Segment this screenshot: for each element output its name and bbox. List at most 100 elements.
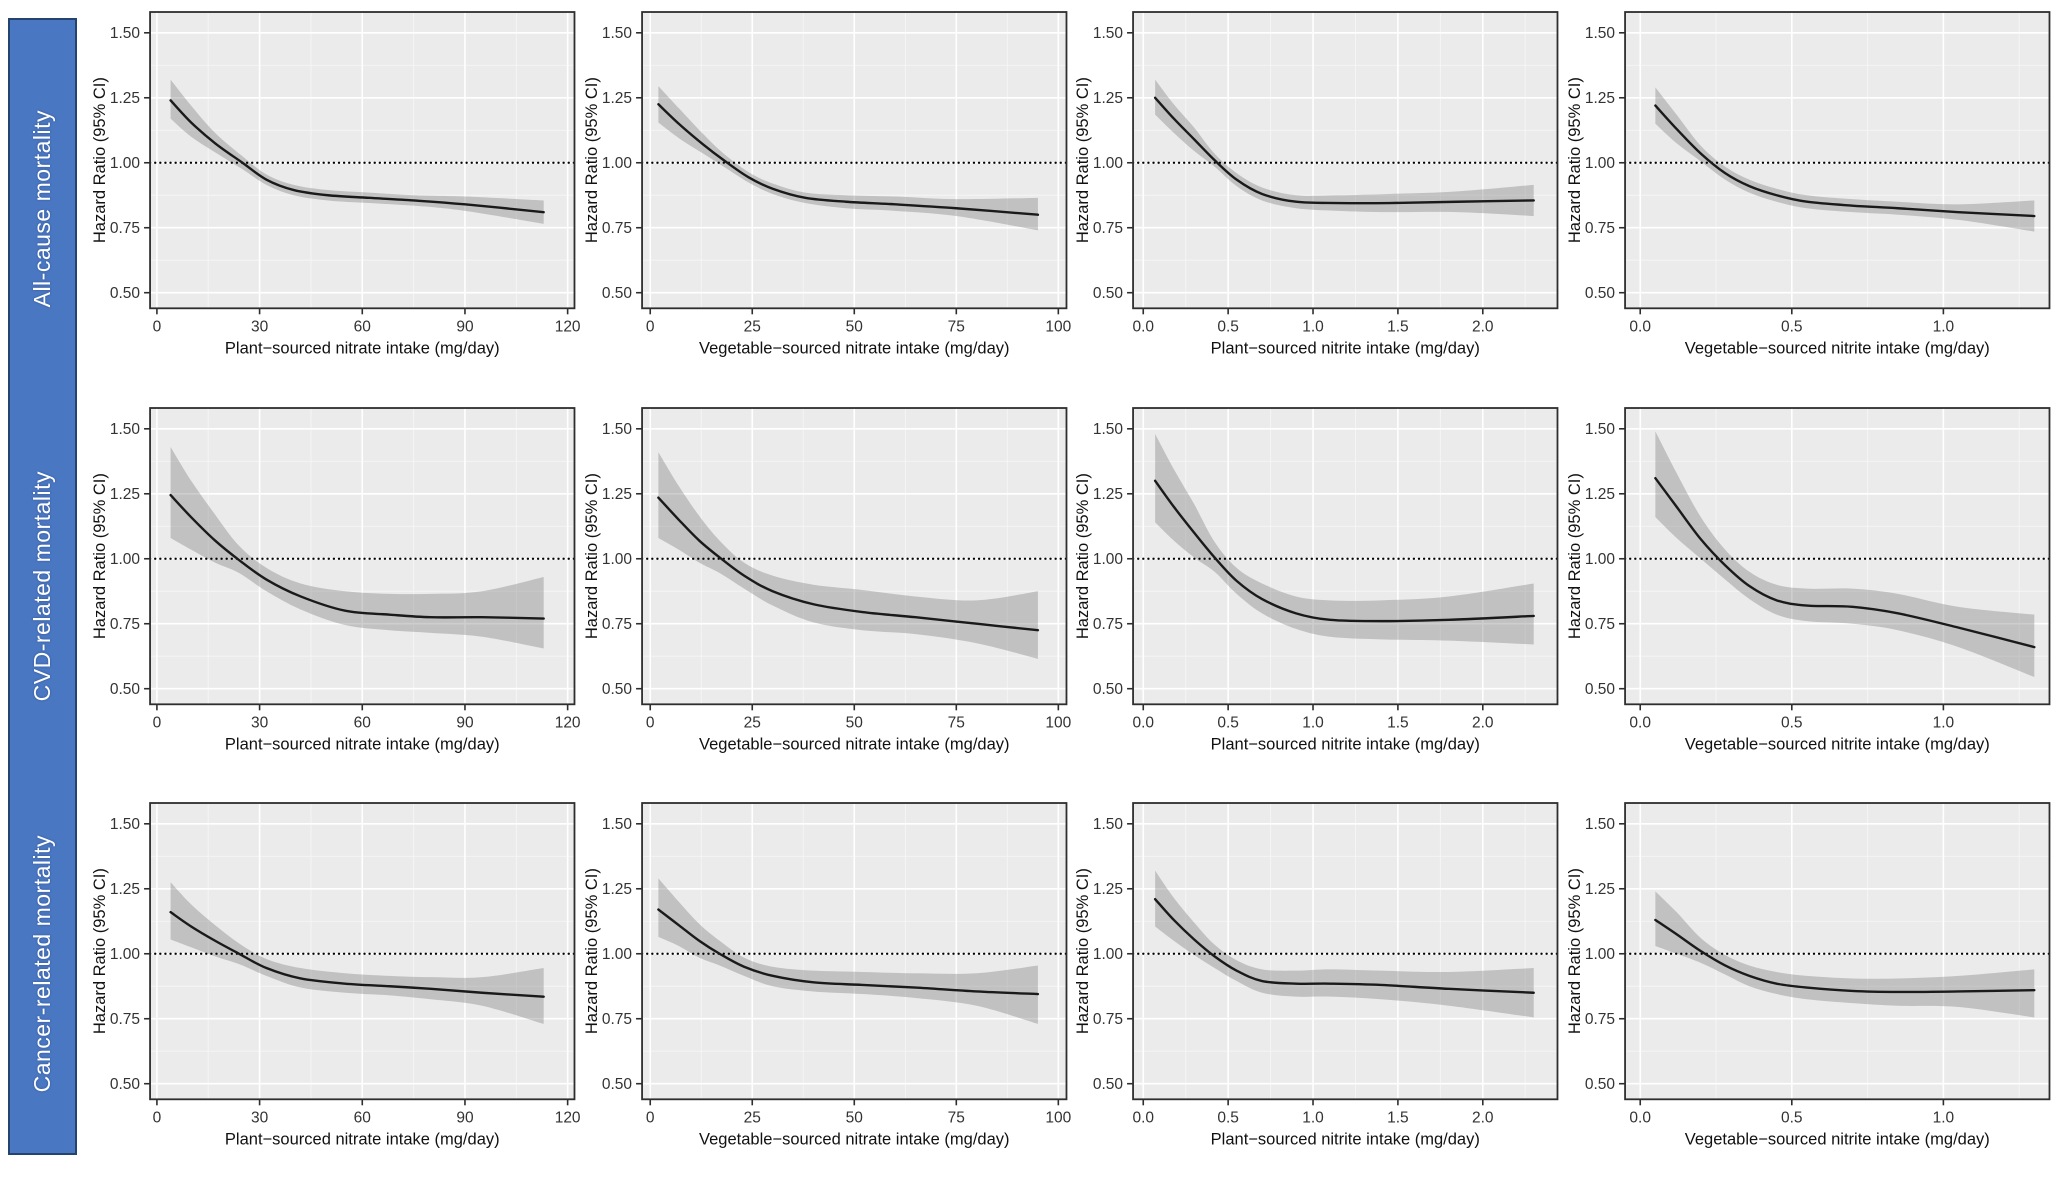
hr-panel-r2c2: 0.50 0.75 1.00 1.25 1.50 0 25 50 75 100 Vegetable−…: [583, 406, 1071, 753]
y-tick-label: 1.00: [110, 551, 141, 568]
hr-curve: [1153, 898, 1535, 995]
y-tick-label: 1.25: [1584, 486, 1614, 503]
x-axis-label: Vegetable−sourced nitrite intake (mg/day…: [1684, 1131, 1989, 1149]
x-axis-ticks: 0 25 50 75 100: [645, 308, 1071, 335]
x-tick-label: 0.5: [1781, 318, 1803, 335]
x-tick-label: 0.0: [1629, 714, 1651, 731]
y-tick-label: 0.50: [1584, 285, 1615, 302]
y-tick-label: 1.25: [601, 882, 631, 899]
y-tick-label: 1.25: [1584, 90, 1614, 107]
ci-ribbon: [657, 878, 1038, 1025]
ci-ribbon: [1155, 79, 1534, 217]
y-axis-label: Hazard Ratio (95% CI): [91, 77, 109, 243]
x-tick-label: 90: [456, 714, 474, 731]
y-axis-label: Hazard Ratio (95% CI): [1566, 868, 1584, 1034]
x-tick-label: 30: [251, 714, 269, 731]
y-tick-label: 1.25: [1584, 882, 1614, 899]
row-strip-cancer-related-mortality: Cancer-related mortality: [10, 775, 75, 1153]
x-tick-label: 60: [354, 318, 372, 335]
panel-background: [1133, 407, 1558, 704]
y-axis-ticks: 0.50 0.75 1.00 1.25 1.50: [601, 421, 642, 698]
y-tick-label: 1.00: [1584, 551, 1615, 568]
x-axis-ticks: 0 30 60 90 120: [153, 308, 581, 335]
y-axis-ticks: 0.50 0.75 1.00 1.25 1.50: [1584, 421, 1625, 698]
x-tick-label: 0.5: [1217, 318, 1239, 335]
y-tick-label: 1.50: [601, 817, 632, 834]
y-tick-label: 1.25: [1093, 486, 1123, 503]
x-tick-label: 0.5: [1217, 714, 1239, 731]
x-axis-ticks: 0.0 0.5 1.0: [1629, 308, 1954, 335]
y-tick-label: 1.00: [1093, 551, 1124, 568]
x-tick-label: 0: [645, 714, 654, 731]
x-axis-label: Plant−sourced nitrite intake (mg/day): [1211, 339, 1480, 357]
y-tick-label: 1.50: [110, 25, 141, 42]
hr-curve: [169, 911, 545, 999]
facet-cell-r2c3: 0.50 0.75 1.00 1.25 1.50 0.0 0.5 1.0 1.5 2.0 Plant…: [1073, 396, 1565, 792]
hr-curve: [656, 496, 1039, 632]
hr-curve: [656, 103, 1039, 216]
facet-cell-r2c2: 0.50 0.75 1.00 1.25 1.50 0 25 50 75 100 Vegetable−…: [582, 396, 1074, 792]
y-axis-label: Hazard Ratio (95% CI): [1074, 77, 1092, 243]
x-tick-label: 25: [743, 1110, 760, 1127]
y-tick-label: 1.00: [601, 551, 632, 568]
y-tick-label: 1.00: [1584, 155, 1615, 172]
x-tick-label: 0.0: [1132, 318, 1154, 335]
y-tick-label: 1.25: [1093, 90, 1123, 107]
x-tick-label: 25: [743, 714, 760, 731]
y-tick-label: 0.50: [1584, 681, 1615, 698]
hr-panel-r1c1: 0.50 0.75 1.00 1.25 1.50 0 30 60 90 120 Plant−sour…: [91, 11, 581, 357]
panel-border: [1132, 11, 1559, 310]
y-tick-label: 1.00: [110, 947, 141, 964]
hr-curve: [656, 908, 1039, 996]
hr-panel-r1c2: 0.50 0.75 1.00 1.25 1.50 0 25 50 75 100 Vegetable−…: [583, 11, 1071, 357]
x-tick-label: 0: [645, 1110, 654, 1127]
x-tick-label: 2.0: [1472, 318, 1494, 335]
y-tick-label: 1.25: [110, 882, 140, 899]
x-tick-label: 120: [555, 318, 581, 335]
ci-ribbon: [170, 882, 544, 1025]
y-axis-label: Hazard Ratio (95% CI): [91, 868, 109, 1034]
x-tick-label: 1.5: [1387, 1110, 1409, 1127]
ci-ribbon: [1654, 431, 2034, 677]
x-tick-label: 1.0: [1932, 1110, 1954, 1127]
x-tick-label: 0.0: [1629, 318, 1651, 335]
y-tick-label: 1.00: [1584, 947, 1615, 964]
x-tick-label: 1.0: [1302, 714, 1324, 731]
hr-panel-r1c4: 0.50 0.75 1.00 1.25 1.50 0.0 0.5 1.0 Vegetable−s…: [1566, 11, 2051, 357]
panel-background: [1624, 803, 2049, 1100]
hr-panel-r2c4: 0.50 0.75 1.00 1.25 1.50 0.0 0.5 1.0 Vegetable−s…: [1566, 406, 2051, 753]
y-tick-label: 1.25: [601, 90, 631, 107]
y-tick-label: 1.25: [601, 486, 631, 503]
y-tick-label: 1.50: [1093, 421, 1124, 438]
y-tick-label: 0.75: [1584, 1011, 1614, 1028]
hr-curve: [1153, 96, 1535, 205]
facet-cell-r2c4: 0.50 0.75 1.00 1.25 1.50 0.0 0.5 1.0 Vegetable−s…: [1565, 396, 2056, 792]
x-axis-ticks: 0 25 50 75 100: [645, 1099, 1071, 1127]
y-axis-label: Hazard Ratio (95% CI): [1566, 77, 1584, 243]
hr-curve: [1653, 919, 2036, 994]
y-tick-label: 0.75: [1093, 220, 1123, 237]
panel-background: [1624, 407, 2049, 704]
y-tick-label: 0.75: [110, 220, 140, 237]
y-tick-label: 0.75: [601, 616, 631, 633]
x-tick-label: 50: [845, 714, 863, 731]
x-tick-label: 60: [354, 714, 372, 731]
y-tick-label: 0.50: [601, 1076, 632, 1093]
x-tick-label: 75: [947, 318, 964, 335]
row-label-cvd-related-mortality: CVD-related mortality: [29, 471, 55, 702]
minor-gridlines: [1133, 407, 1558, 704]
y-tick-label: 0.50: [110, 681, 141, 698]
ci-ribbon: [1654, 87, 2034, 232]
y-axis-label: Hazard Ratio (95% CI): [583, 868, 601, 1034]
x-tick-label: 0.0: [1132, 1110, 1154, 1127]
y-tick-label: 1.50: [1584, 421, 1615, 438]
y-tick-label: 1.00: [601, 947, 632, 964]
y-tick-label: 1.50: [1093, 25, 1124, 42]
y-axis-ticks: 0.50 0.75 1.00 1.25 1.50: [601, 25, 642, 302]
hr-panel-r2c3: 0.50 0.75 1.00 1.25 1.50 0.0 0.5 1.0 1.5 2.0 Plant…: [1074, 406, 1559, 753]
row-label-all-cause-mortality: All-cause mortality: [29, 110, 55, 308]
x-tick-label: 0.5: [1781, 714, 1803, 731]
hr-curve: [1653, 476, 2036, 648]
panel-background: [1133, 12, 1558, 309]
hr-curve: [169, 99, 545, 214]
